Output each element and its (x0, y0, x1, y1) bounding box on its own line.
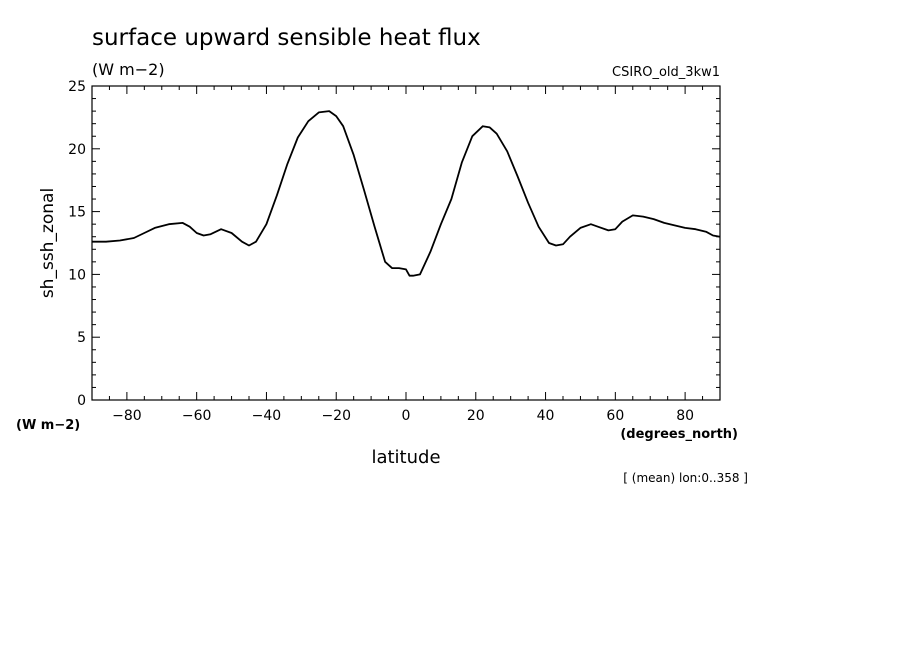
y-tick-label: 20 (68, 142, 86, 158)
y-tick-labels: 0 5 10 15 20 25 (68, 79, 86, 409)
y-tick-label: 5 (77, 330, 86, 346)
x-tick-label: 20 (467, 408, 485, 424)
y-tick-label: 0 (77, 393, 86, 409)
plot-frame (91, 85, 721, 401)
axis-ticks (91, 85, 721, 401)
y-tick-label: 10 (68, 267, 86, 283)
series-line (92, 110, 721, 277)
x-tick-label: −20 (321, 408, 351, 424)
x-tick-label: −60 (182, 408, 212, 424)
model-label: CSIRO_old_3kw1 (612, 65, 720, 80)
x-tick-label: 60 (606, 408, 624, 424)
y-tick-label: 25 (68, 79, 86, 95)
chart-title: surface upward sensible heat flux (92, 25, 481, 51)
series-group (92, 110, 721, 277)
x-axis-label: latitude (371, 447, 440, 468)
chart-units: (W m−2) (92, 60, 165, 79)
y-axis-label: sh_ssh_zonal (38, 188, 58, 298)
footnote: [ (mean) lon:0..358 ] (623, 471, 748, 485)
x-axis-units: (degrees_north) (620, 427, 738, 442)
y-tick-label: 15 (68, 205, 86, 221)
x-tick-label: −80 (112, 408, 142, 424)
x-tick-label: 0 (402, 408, 411, 424)
x-tick-label: 80 (676, 408, 694, 424)
y-axis-units: (W m−2) (16, 418, 80, 433)
x-tick-labels: −80 −60 −40 −20 0 20 40 60 80 (112, 408, 694, 424)
x-tick-label: −40 (252, 408, 282, 424)
x-tick-label: 40 (537, 408, 555, 424)
